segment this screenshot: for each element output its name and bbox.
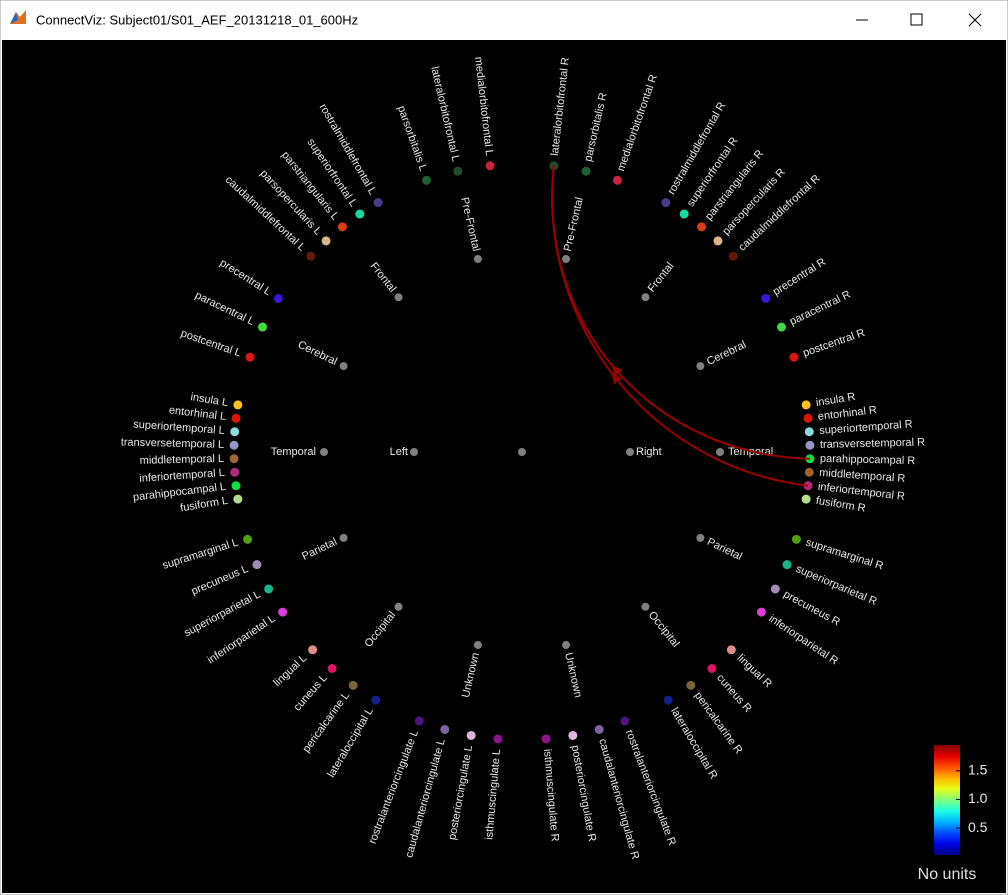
colorbar-unit-label: No units	[918, 866, 977, 883]
region-node	[245, 352, 255, 362]
lobe-label: Temporal	[271, 446, 316, 458]
colorbar-tick-label: 0.5	[968, 819, 988, 835]
region-node	[541, 734, 551, 744]
lobe-node	[562, 254, 571, 263]
region-node	[348, 680, 358, 690]
region-node	[466, 730, 476, 740]
lobe-node	[562, 641, 571, 650]
region-node	[278, 607, 288, 617]
region-node	[663, 695, 673, 705]
region-node	[713, 236, 723, 246]
region-node	[726, 645, 736, 655]
canvas	[2, 40, 1006, 893]
region-node	[493, 734, 503, 744]
lobe-node	[339, 533, 348, 542]
region-node	[612, 175, 622, 185]
region-node	[728, 251, 738, 261]
hemisphere-node	[410, 448, 418, 456]
region-node	[697, 222, 707, 232]
close-button[interactable]	[950, 4, 1000, 36]
region-node	[273, 293, 283, 303]
region-node	[679, 209, 689, 219]
region-node	[782, 560, 792, 570]
lobe-node	[696, 533, 705, 542]
region-node	[620, 716, 630, 726]
hemisphere-node	[626, 448, 634, 456]
colorbar	[934, 745, 960, 855]
region-node	[804, 427, 814, 437]
region-node	[230, 427, 240, 437]
lobe-node	[320, 448, 328, 456]
lobe-node	[339, 362, 348, 371]
region-node	[801, 494, 811, 504]
region-node	[321, 236, 331, 246]
region-node	[252, 560, 262, 570]
minimize-button[interactable]	[840, 4, 884, 36]
region-node	[355, 209, 365, 219]
lobe-node	[716, 448, 724, 456]
region-node	[373, 198, 383, 208]
region-node	[805, 440, 815, 450]
lobe-node	[394, 293, 403, 302]
colorbar-tick-label: 1.5	[968, 761, 988, 777]
center-node	[518, 448, 526, 456]
region-node	[306, 251, 316, 261]
lobe-node	[473, 641, 482, 650]
region-node	[761, 293, 771, 303]
region-node	[422, 175, 432, 185]
region-node	[804, 467, 814, 477]
lobe-node	[641, 602, 650, 611]
region-node	[230, 467, 240, 477]
region-node	[231, 481, 241, 491]
region-node	[243, 534, 253, 544]
region-node	[770, 584, 780, 594]
region-node	[233, 400, 243, 410]
region-node	[803, 413, 813, 423]
region-node	[485, 161, 495, 171]
lobe-node	[641, 293, 650, 302]
region-node	[233, 494, 243, 504]
region-node	[789, 352, 799, 362]
window-title: ConnectViz: Subject01/S01_AEF_20131218_0…	[36, 12, 358, 27]
region-label: transversetemporal L	[121, 436, 225, 450]
region-node	[414, 716, 424, 726]
region-label: inferiortemporal L	[139, 467, 225, 485]
region-node	[686, 680, 696, 690]
region-node	[661, 198, 671, 208]
region-node	[756, 607, 766, 617]
link-arrow	[611, 364, 623, 377]
region-node	[229, 440, 239, 450]
region-node	[568, 730, 578, 740]
lobe-node	[696, 362, 705, 371]
app-icon	[10, 10, 26, 24]
region-node	[707, 664, 717, 674]
maximize-button[interactable]	[894, 4, 938, 36]
lobe-node	[394, 602, 403, 611]
region-node	[791, 534, 801, 544]
region-node	[308, 645, 318, 655]
colorbar-tick-label: 1.0	[968, 790, 988, 806]
lobe-node	[473, 254, 482, 263]
hemisphere-label: Left	[390, 446, 408, 458]
region-label: parahippocampal R	[820, 453, 916, 467]
region-node	[337, 222, 347, 232]
region-node	[231, 413, 241, 423]
region-node	[327, 664, 337, 674]
region-node	[258, 322, 268, 332]
region-node	[581, 166, 591, 176]
region-label: transversetemporal R	[820, 436, 925, 450]
region-node	[440, 724, 450, 734]
region-node	[801, 400, 811, 410]
region-node	[371, 695, 381, 705]
region-node	[453, 166, 463, 176]
region-label: middletemporal L	[140, 453, 225, 467]
region-node	[776, 322, 786, 332]
region-node	[594, 724, 604, 734]
link-arrow	[611, 372, 623, 385]
region-node	[264, 584, 274, 594]
hemisphere-label: Right	[636, 446, 662, 458]
region-node	[229, 454, 239, 464]
